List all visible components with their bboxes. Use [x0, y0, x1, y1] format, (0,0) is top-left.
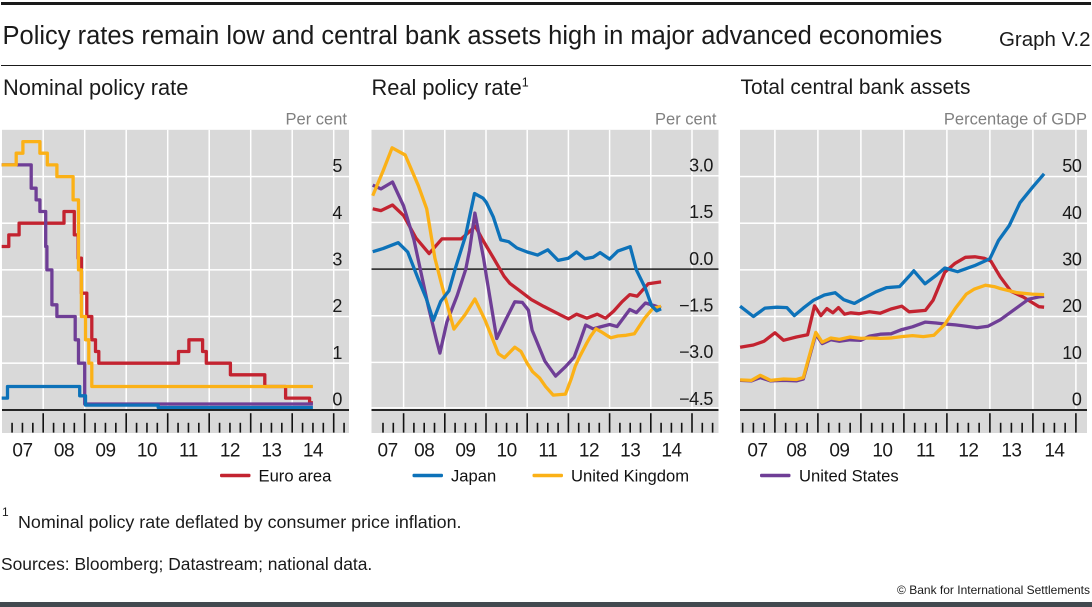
svg-text:09: 09	[95, 441, 115, 462]
svg-text:0: 0	[1072, 390, 1082, 410]
svg-text:08: 08	[54, 441, 74, 462]
svg-text:12: 12	[220, 441, 240, 462]
svg-text:10: 10	[137, 441, 157, 462]
svg-text:12: 12	[958, 441, 978, 462]
svg-text:50: 50	[1062, 156, 1082, 176]
svg-text:07: 07	[378, 441, 398, 462]
svg-text:12: 12	[579, 441, 599, 462]
svg-text:United Kingdom: United Kingdom	[571, 467, 689, 486]
svg-text:0: 0	[332, 390, 342, 410]
svg-text:07: 07	[12, 441, 32, 462]
svg-text:United States: United States	[799, 467, 899, 486]
svg-text:2: 2	[332, 296, 342, 316]
svg-text:3: 3	[332, 250, 342, 270]
svg-text:3.0: 3.0	[689, 156, 713, 176]
svg-text:0.0: 0.0	[689, 249, 713, 269]
svg-text:Per cent: Per cent	[286, 111, 348, 129]
svg-text:Percentage of GDP: Percentage of GDP	[944, 111, 1087, 129]
svg-text:07: 07	[747, 441, 767, 462]
svg-text:14: 14	[661, 441, 682, 462]
svg-text:09: 09	[455, 441, 475, 462]
svg-text:13: 13	[1001, 441, 1021, 462]
svg-text:Japan: Japan	[451, 467, 496, 486]
svg-text:40: 40	[1062, 203, 1082, 223]
svg-text:20: 20	[1062, 296, 1082, 316]
svg-text:09: 09	[829, 441, 849, 462]
svg-text:10: 10	[497, 441, 517, 462]
svg-text:1.5: 1.5	[689, 202, 713, 222]
svg-text:10: 10	[872, 441, 892, 462]
svg-text:10: 10	[1062, 343, 1082, 363]
svg-text:11: 11	[538, 441, 557, 462]
svg-text:−4.5: −4.5	[679, 389, 713, 409]
svg-text:Euro area: Euro area	[259, 467, 333, 486]
svg-text:5: 5	[332, 156, 342, 176]
svg-text:13: 13	[620, 441, 640, 462]
svg-text:11: 11	[916, 441, 935, 462]
svg-text:13: 13	[261, 441, 281, 462]
svg-text:−1.5: −1.5	[679, 295, 713, 315]
svg-text:4: 4	[332, 203, 342, 223]
svg-text:Per cent: Per cent	[655, 111, 717, 129]
svg-text:14: 14	[1044, 441, 1065, 462]
svg-text:30: 30	[1062, 250, 1082, 270]
svg-text:08: 08	[414, 441, 434, 462]
svg-text:11: 11	[179, 441, 198, 462]
svg-text:08: 08	[786, 441, 806, 462]
svg-text:1: 1	[332, 343, 342, 363]
svg-text:14: 14	[303, 441, 324, 462]
svg-text:−3.0: −3.0	[679, 342, 713, 362]
